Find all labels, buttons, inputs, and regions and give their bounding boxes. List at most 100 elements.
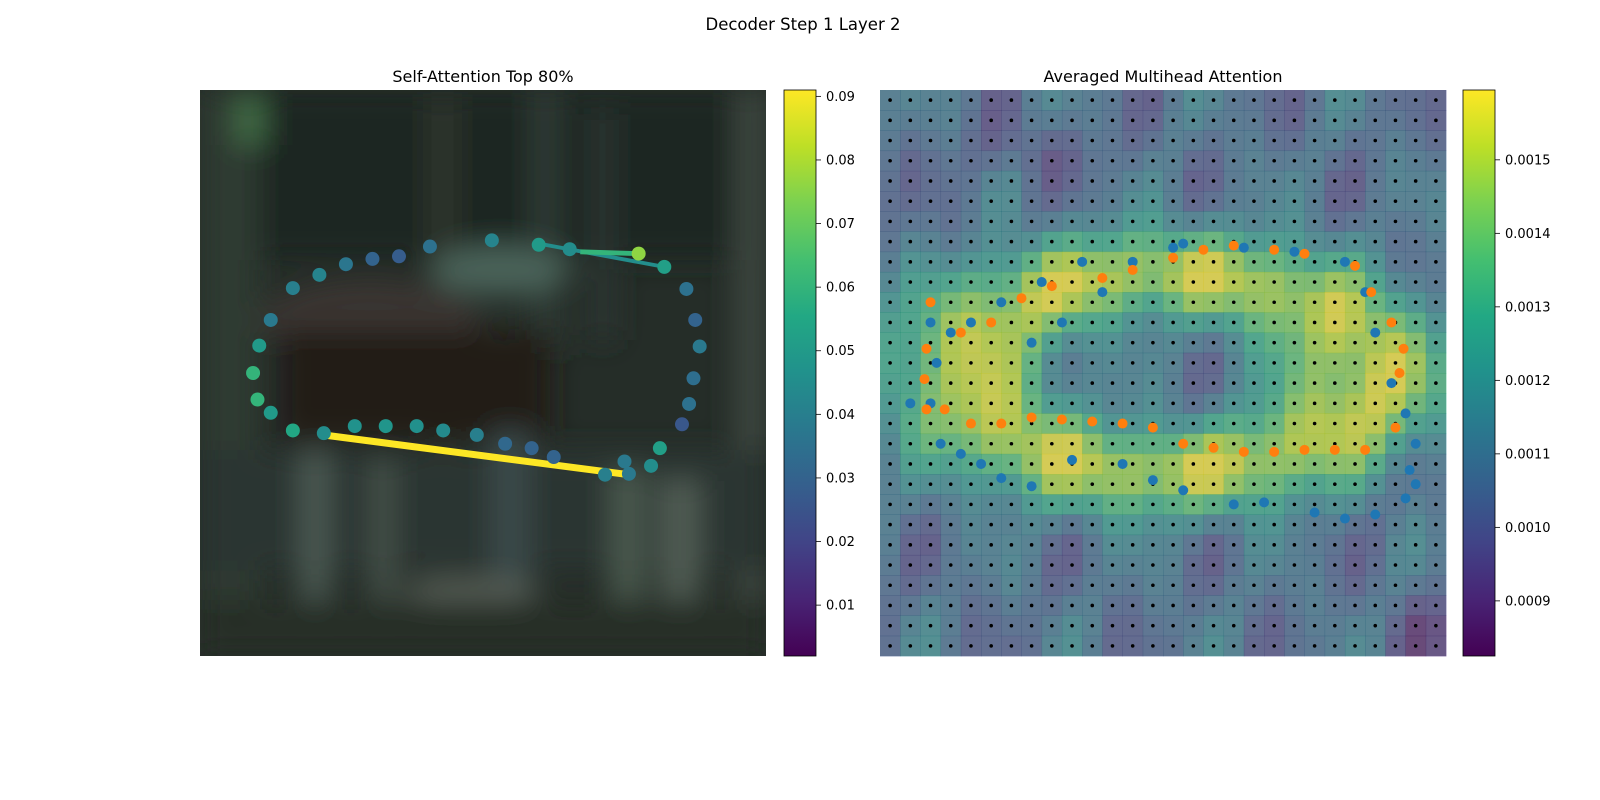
grid-dot bbox=[1434, 603, 1438, 608]
grid-dot bbox=[1434, 441, 1438, 446]
grid-dot bbox=[1029, 300, 1034, 305]
grid-dot bbox=[1231, 260, 1236, 264]
grid-dot bbox=[1191, 543, 1196, 547]
grid-dot bbox=[1312, 260, 1317, 264]
grid-dot bbox=[1292, 401, 1297, 406]
grid-dot bbox=[1252, 381, 1256, 385]
grid-dot bbox=[1393, 239, 1398, 244]
orange-point bbox=[965, 418, 976, 429]
grid-dot bbox=[1110, 260, 1115, 264]
grid-dot bbox=[969, 381, 973, 385]
grid-dot bbox=[1009, 441, 1014, 446]
grid-dot bbox=[1151, 644, 1155, 648]
grid-dot bbox=[1312, 340, 1317, 345]
grid-dot bbox=[1110, 462, 1115, 466]
grid-dot bbox=[1312, 502, 1317, 507]
blue-point bbox=[976, 458, 987, 469]
colorbar-tick-label: 0.05 bbox=[826, 344, 855, 359]
grid-dot bbox=[1130, 118, 1135, 123]
grid-dot bbox=[1413, 603, 1418, 608]
grid-dot bbox=[969, 583, 973, 588]
grid-dot bbox=[1434, 462, 1438, 466]
grid-dot bbox=[1373, 280, 1378, 284]
grid-dot bbox=[1231, 219, 1236, 224]
grid-dot bbox=[948, 340, 953, 345]
grid-dot bbox=[1171, 118, 1175, 123]
grid-dot bbox=[908, 583, 913, 588]
grid-dot bbox=[908, 381, 913, 385]
grid-dot bbox=[1191, 260, 1196, 264]
grid-dot bbox=[1434, 340, 1438, 345]
keypoint bbox=[285, 423, 300, 438]
grid-dot bbox=[1413, 543, 1418, 547]
grid-dot bbox=[1029, 563, 1034, 567]
grid-dot bbox=[1373, 502, 1378, 507]
grid-dot bbox=[888, 280, 892, 284]
grid-dot bbox=[1029, 421, 1034, 426]
grid-dot bbox=[1272, 280, 1276, 284]
grid-dot bbox=[1009, 482, 1014, 486]
grid-dot bbox=[1373, 401, 1378, 406]
grid-dot bbox=[1171, 543, 1175, 547]
grid-dot bbox=[1090, 623, 1095, 628]
grid-dot bbox=[1231, 522, 1236, 527]
grid-dot bbox=[1413, 563, 1418, 567]
keypoint bbox=[391, 249, 406, 264]
grid-dot bbox=[1252, 260, 1256, 264]
grid-dot bbox=[1373, 98, 1378, 102]
grid-dot bbox=[1191, 563, 1196, 567]
grid-dot bbox=[1090, 502, 1095, 507]
grid-dot bbox=[1231, 401, 1236, 406]
grid-dot bbox=[1252, 502, 1256, 507]
grid-dot bbox=[1312, 603, 1317, 608]
grid-dot bbox=[908, 502, 913, 507]
orange-point bbox=[1208, 442, 1219, 453]
grid-dot bbox=[1050, 219, 1054, 224]
grid-dot bbox=[1292, 522, 1297, 527]
grid-dot bbox=[1373, 320, 1378, 325]
grid-dot bbox=[1272, 522, 1276, 527]
grid-dot bbox=[888, 239, 892, 244]
grid-dot bbox=[1151, 280, 1155, 284]
grid-dot bbox=[1272, 462, 1276, 466]
grid-dot bbox=[1373, 199, 1378, 203]
grid-dot bbox=[1312, 623, 1317, 628]
grid-dot bbox=[1353, 441, 1357, 446]
grid-dot bbox=[1231, 300, 1236, 305]
grid-dot bbox=[1211, 260, 1216, 264]
grid-dot bbox=[1231, 179, 1236, 183]
grid-dot bbox=[908, 118, 913, 123]
grid-dot bbox=[1434, 381, 1438, 385]
grid-dot bbox=[1252, 603, 1256, 608]
figure-suptitle: Decoder Step 1 Layer 2 bbox=[706, 15, 901, 34]
grid-dot bbox=[1110, 320, 1115, 325]
grid-dot bbox=[1434, 98, 1438, 102]
grid-dot bbox=[1353, 98, 1357, 102]
grid-dot bbox=[1090, 300, 1095, 305]
grid-dot bbox=[1333, 563, 1337, 567]
grid-dot bbox=[1373, 543, 1378, 547]
blue-point bbox=[1077, 256, 1088, 267]
grid-dot bbox=[1211, 502, 1216, 507]
grid-dot bbox=[989, 644, 993, 648]
colorbar-tick-label: 0.02 bbox=[826, 535, 855, 550]
grid-dot bbox=[948, 543, 953, 547]
grid-dot bbox=[1090, 199, 1095, 203]
grid-dot bbox=[1009, 543, 1014, 547]
grid-dot bbox=[1231, 603, 1236, 608]
grid-dot bbox=[1090, 280, 1095, 284]
grid-dot bbox=[1130, 583, 1135, 588]
grid-dot bbox=[1353, 563, 1357, 567]
grid-dot bbox=[908, 441, 913, 446]
orange-point bbox=[1350, 260, 1361, 271]
grid-dot bbox=[888, 320, 892, 325]
grid-dot bbox=[928, 482, 933, 486]
grid-dot bbox=[989, 199, 993, 203]
grid-dot bbox=[1029, 623, 1034, 628]
grid-dot bbox=[948, 260, 953, 264]
keypoint bbox=[598, 467, 613, 482]
grid-dot bbox=[1029, 98, 1034, 102]
grid-dot bbox=[948, 158, 953, 163]
grid-dot bbox=[1171, 522, 1175, 527]
grid-dot bbox=[1029, 199, 1034, 203]
